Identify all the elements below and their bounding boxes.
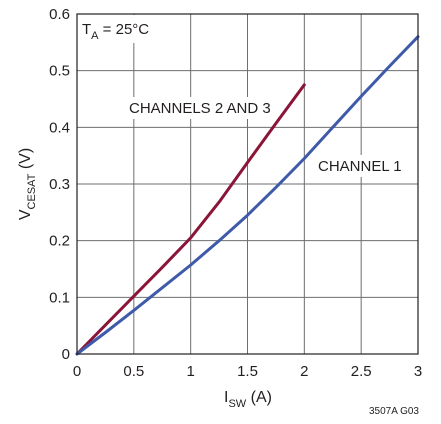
x-axis-label: ISW (A) (224, 389, 272, 410)
y-tick-label: 0.5 (49, 63, 70, 80)
x-tick-label: 1.5 (237, 363, 258, 380)
y-tick-label: 0.4 (49, 119, 70, 136)
x-tick-label: 1 (186, 363, 194, 380)
figure-code: 3507A G03 (369, 406, 419, 417)
y-axis-label: VCESAT (V) (17, 148, 38, 220)
series-label-channels-2-3: CHANNELS 2 AND 3 (129, 100, 271, 117)
y-tick-label: 0.1 (49, 289, 70, 306)
x-tick-label: 3 (414, 363, 422, 380)
x-tick-label: 2.5 (351, 363, 372, 380)
y-tick-label: 0 (62, 346, 70, 363)
x-tick-label: 2 (300, 363, 308, 380)
condition-label-box (78, 15, 170, 43)
series-label-channel-1: CHANNEL 1 (318, 158, 402, 175)
y-tick-label: 0.2 (49, 233, 70, 250)
condition-label: TA = 25°C (82, 21, 149, 42)
series-line-1 (75, 35, 420, 356)
series-label-bg-2 (316, 155, 404, 177)
plot-frame (76, 13, 419, 355)
x-tick-label: 0.5 (123, 363, 144, 380)
series-lines (75, 35, 420, 356)
series-label-bg-1 (126, 97, 276, 119)
y-tick-label: 0.3 (49, 176, 70, 193)
x-tick-labels: 0 0.5 1 1.5 2 2.5 3 (73, 363, 422, 380)
x-tick-label: 0 (73, 363, 81, 380)
y-tick-labels: 0 0.1 0.2 0.3 0.4 0.5 0.6 (49, 6, 70, 363)
y-tick-label: 0.6 (49, 6, 70, 23)
series-line-0 (75, 83, 306, 356)
